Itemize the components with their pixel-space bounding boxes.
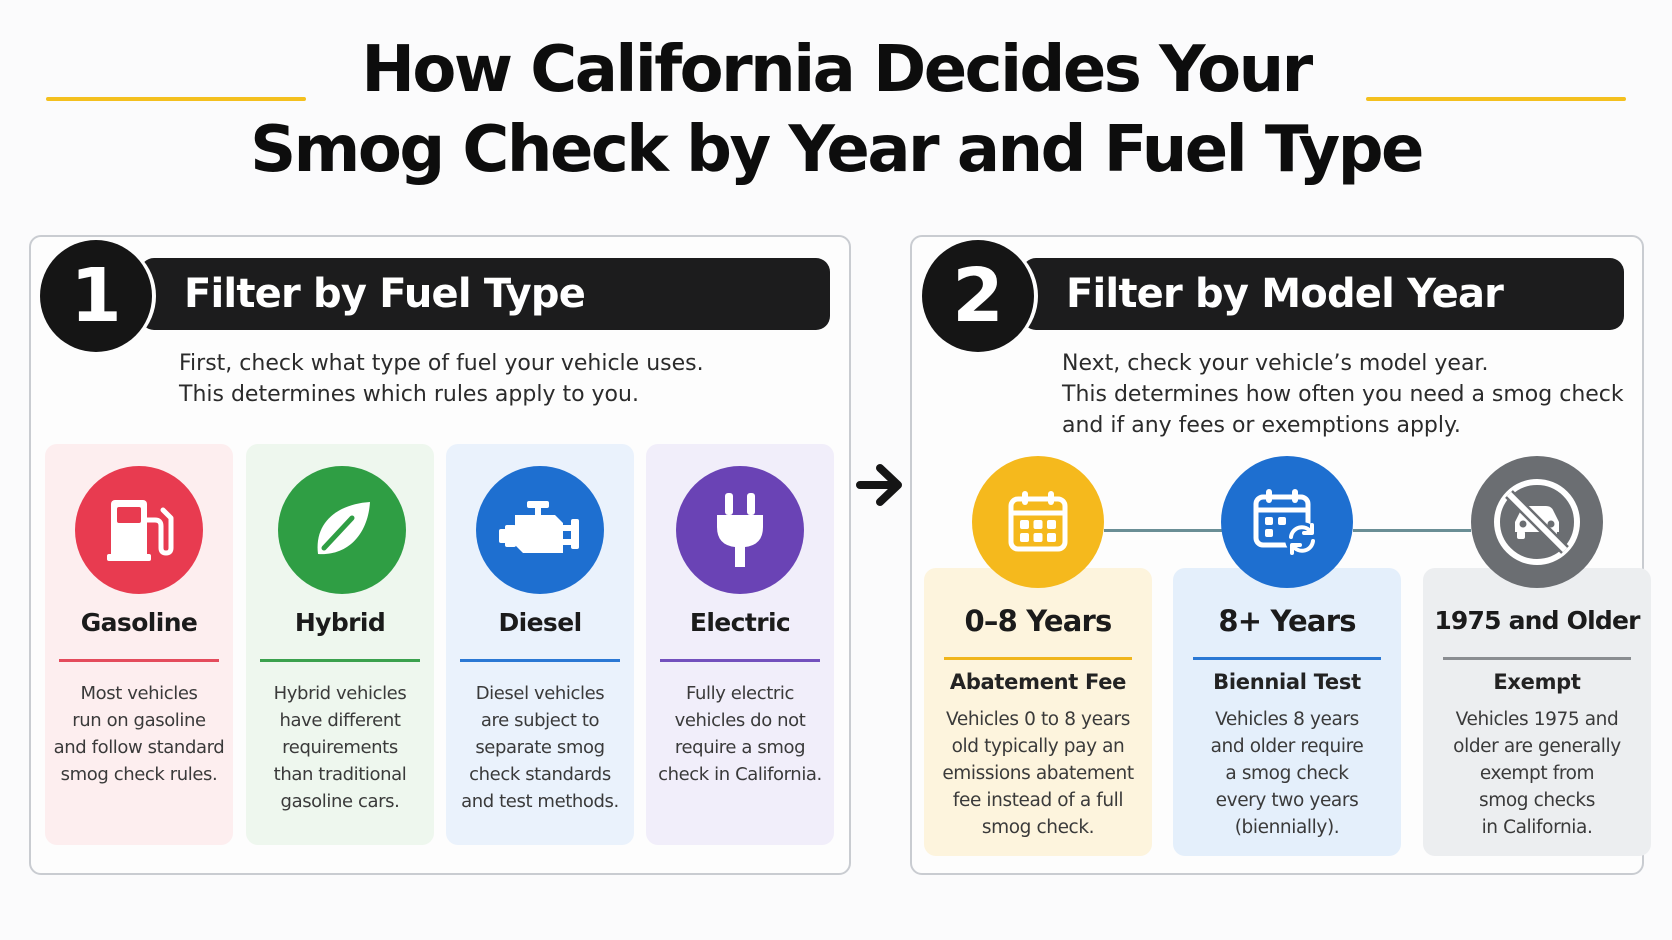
fuel-type-heading: Filter by Fuel Type: [184, 271, 586, 317]
diesel-description: Diesel vehicles are subject to separate …: [452, 680, 628, 815]
diesel-label: Diesel: [498, 608, 582, 637]
model-year-banner: Filter by Model Year: [1022, 258, 1624, 330]
year-desc-line: old typically pay an: [951, 736, 1125, 757]
diesel-desc-line: are subject to: [480, 710, 600, 731]
hybrid-desc-line: than traditional: [273, 764, 407, 785]
hybrid-desc-line: requirements: [282, 737, 398, 758]
1975-and-older-icon-circle: [1471, 456, 1603, 588]
gasoline-desc-line: and follow standard: [53, 737, 225, 758]
plug-icon: [717, 493, 763, 567]
leaf-icon: [317, 502, 370, 555]
page-title-line-1: How California Decides Your: [361, 33, 1313, 107]
1975-and-older-divider: [1443, 657, 1631, 660]
diesel-card: Diesel Diesel vehicles are subject to se…: [446, 444, 634, 845]
eight-plus-years-card: 8+ Years Biennial Test Vehicles 8 years …: [1173, 568, 1401, 856]
timeline-connector: [1104, 529, 1222, 532]
zero-to-eight-years-icon-circle: [972, 456, 1104, 588]
hybrid-desc-line: have different: [279, 710, 401, 731]
year-desc-line: every two years: [1215, 790, 1359, 811]
diesel-desc-line: Diesel vehicles: [475, 683, 605, 704]
year-desc-line: in California.: [1481, 817, 1593, 838]
diesel-desc-line: check standards: [469, 764, 611, 785]
eight-plus-years-divider: [1193, 657, 1381, 660]
model-year-intro-line-3: and if any fees or exemptions apply.: [1062, 413, 1461, 438]
zero-to-eight-years-divider: [944, 657, 1132, 660]
page-title-line-2: Smog Check by Year and Fuel Type: [250, 113, 1424, 187]
year-desc-line: smog check.: [981, 817, 1095, 838]
zero-to-eight-years-card: 0–8 Years Abatement Fee Vehicles 0 to 8 …: [924, 568, 1152, 856]
diesel-desc-line: separate smog: [475, 737, 605, 758]
electric-desc-line: vehicles do not: [674, 710, 806, 731]
step-1-badge: 1: [40, 240, 152, 352]
fuel-pump-icon: [107, 500, 174, 561]
electric-icon-circle: [676, 466, 804, 594]
hybrid-icon-circle: [278, 466, 406, 594]
year-desc-line: smog checks: [1478, 790, 1595, 811]
fuel-type-intro-line-1: First, check what type of fuel your vehi…: [179, 351, 704, 376]
gasoline-label: Gasoline: [80, 608, 198, 637]
hybrid-description: Hybrid vehicles have different requireme…: [252, 680, 428, 815]
calendar-refresh-icon: [1253, 489, 1319, 556]
engine-icon: [499, 501, 579, 553]
year-desc-line: and older require: [1210, 736, 1364, 757]
gasoline-desc-line: Most vehicles: [80, 683, 198, 704]
electric-divider: [660, 659, 820, 662]
year-desc-line: a smog check: [1225, 763, 1349, 784]
electric-label: Electric: [689, 608, 791, 637]
year-desc-line: (biennially).: [1234, 817, 1340, 838]
exempt-label: Exempt: [1493, 670, 1581, 694]
title-accent-line-left: [46, 97, 306, 101]
step-2-badge: 2: [922, 240, 1034, 352]
electric-desc-line: require a smog: [674, 737, 806, 758]
model-year-intro-line-2: This determines how often you need a smo…: [1062, 382, 1624, 407]
hybrid-divider: [260, 659, 420, 662]
gasoline-desc-line: smog check rules.: [60, 764, 218, 785]
model-year-intro: Next, check your vehicle’s model year. T…: [1062, 348, 1624, 441]
abatement-fee-label: Abatement Fee: [949, 670, 1127, 694]
electric-desc-line: Fully electric: [686, 683, 794, 704]
electric-desc-line: check in California.: [658, 764, 822, 785]
zero-to-eight-years-title: 0–8 Years: [964, 604, 1113, 638]
eight-plus-years-title: 8+ Years: [1218, 604, 1356, 638]
model-year-intro-line-1: Next, check your vehicle’s model year.: [1062, 351, 1489, 376]
biennial-test-label: Biennial Test: [1213, 670, 1361, 694]
fuel-type-banner: Filter by Fuel Type: [140, 258, 830, 330]
hybrid-desc-line: gasoline cars.: [280, 791, 400, 812]
1975-and-older-title: 1975 and Older: [1434, 606, 1640, 635]
model-year-heading: Filter by Model Year: [1066, 271, 1504, 317]
year-desc-line: older are generally: [1453, 736, 1621, 757]
gasoline-icon-circle: [75, 466, 203, 594]
year-desc-line: Vehicles 0 to 8 years: [946, 709, 1130, 730]
electric-card: Electric Fully electric vehicles do not …: [646, 444, 834, 845]
fuel-type-intro-line-2: This determines which rules apply to you…: [179, 382, 639, 407]
gasoline-divider: [59, 659, 219, 662]
electric-description: Fully electric vehicles do not require a…: [652, 680, 828, 788]
year-desc-line: emissions abatement: [942, 763, 1134, 784]
zero-to-eight-years-description: Vehicles 0 to 8 years old typically pay …: [930, 706, 1146, 841]
hybrid-label: Hybrid: [294, 608, 386, 637]
year-desc-line: Vehicles 8 years: [1215, 709, 1359, 730]
1975-and-older-card: 1975 and Older Exempt Vehicles 1975 and …: [1423, 568, 1651, 856]
diesel-divider: [460, 659, 620, 662]
title-accent-line-right: [1366, 97, 1626, 101]
timeline-connector: [1353, 529, 1471, 532]
1975-and-older-description: Vehicles 1975 and older are generally ex…: [1429, 706, 1645, 841]
no-car-icon: [1494, 479, 1580, 565]
gasoline-description: Most vehicles run on gasoline and follow…: [51, 680, 227, 788]
gasoline-desc-line: run on gasoline: [72, 710, 206, 731]
calendar-icon: [1008, 491, 1068, 552]
eight-plus-years-description: Vehicles 8 years and older require a smo…: [1179, 706, 1395, 841]
hybrid-card: Hybrid Hybrid vehicles have different re…: [246, 444, 434, 845]
eight-plus-years-icon-circle: [1221, 456, 1353, 588]
arrow-right-icon: [856, 464, 902, 506]
hybrid-desc-line: Hybrid vehicles: [273, 683, 407, 704]
year-desc-line: Vehicles 1975 and: [1455, 709, 1619, 730]
year-desc-line: fee instead of a full: [952, 790, 1124, 811]
diesel-icon-circle: [476, 466, 604, 594]
gasoline-card: Gasoline Most vehicles run on gasoline a…: [45, 444, 233, 845]
year-desc-line: exempt from: [1479, 763, 1595, 784]
diesel-desc-line: and test methods.: [461, 791, 619, 812]
page-title: How California Decides Your Smog Check b…: [0, 30, 1672, 190]
fuel-type-intro: First, check what type of fuel your vehi…: [179, 348, 704, 410]
